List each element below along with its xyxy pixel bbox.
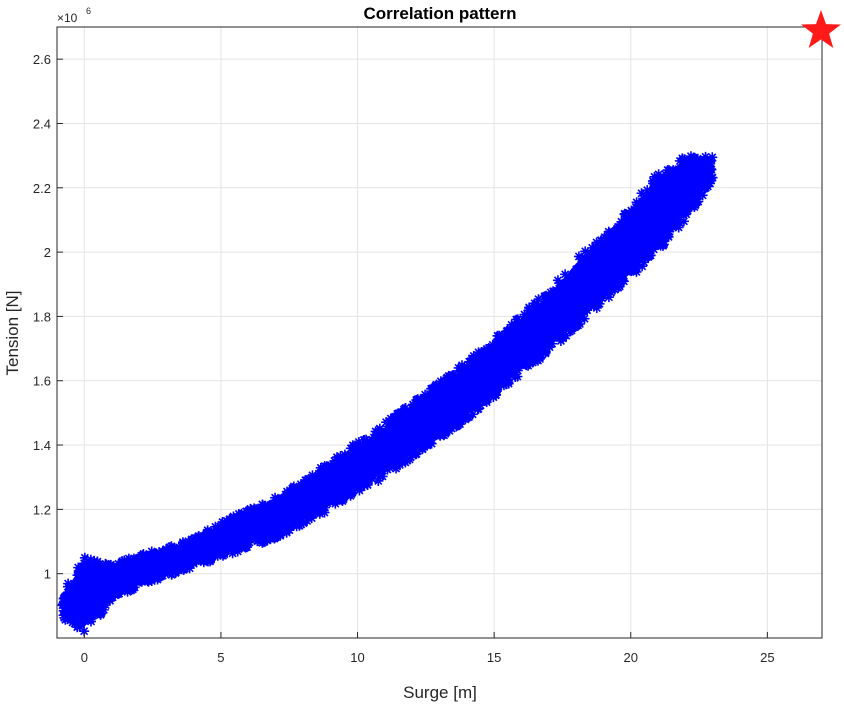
x-tick-label: 5 — [217, 650, 224, 665]
y-exponent-label: ×10 — [57, 11, 78, 25]
y-tick-label: 1.4 — [33, 438, 51, 453]
favorite-star-icon[interactable] — [801, 10, 841, 48]
y-tick-label: 1 — [44, 567, 51, 582]
y-ticks: 1 1.2 1.4 1.6 1.8 2 2.2 2.4 2.6 — [33, 52, 63, 582]
y-tick-label: 2.4 — [33, 116, 51, 131]
chart-title: Correlation pattern — [363, 4, 516, 23]
x-tick-label: 10 — [350, 650, 364, 665]
x-tick-label: 0 — [81, 650, 88, 665]
scatter-points — [57, 151, 718, 637]
y-axis-label: Tension [N] — [3, 290, 22, 375]
y-exponent-power: 6 — [86, 6, 91, 16]
y-tick-label: 2.6 — [33, 52, 51, 67]
scatter-markers — [57, 151, 718, 637]
y-tick-label: 1.2 — [33, 502, 51, 517]
x-axis-label: Surge [m] — [403, 683, 477, 702]
y-tick-label: 2 — [44, 245, 51, 260]
x-tick-label: 15 — [487, 650, 501, 665]
y-tick-label: 1.8 — [33, 309, 51, 324]
y-tick-label: 2.2 — [33, 181, 51, 196]
plot-frame — [56, 26, 823, 639]
x-ticks: 0 5 10 15 20 25 — [81, 632, 775, 665]
x-tick-label: 20 — [624, 650, 638, 665]
y-tick-label: 1.6 — [33, 374, 51, 389]
x-tick-label: 25 — [760, 650, 774, 665]
